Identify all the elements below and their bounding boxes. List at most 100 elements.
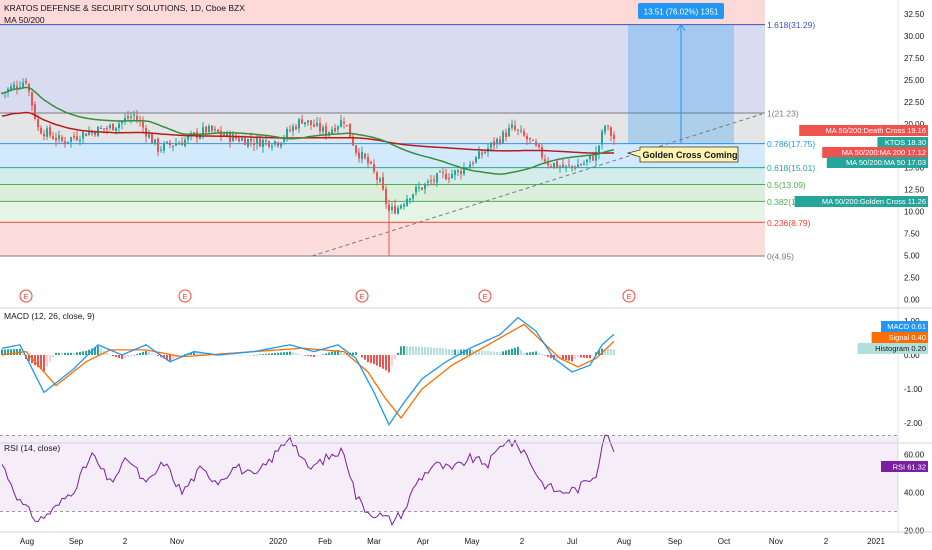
- histogram-bar: [247, 355, 249, 356]
- candle: [271, 146, 273, 148]
- candle: [244, 138, 246, 145]
- candle: [94, 131, 96, 136]
- histogram-bar: [118, 355, 120, 359]
- ma50-line: [1, 86, 615, 175]
- histogram-bar: [37, 355, 39, 368]
- histogram-bar: [238, 355, 240, 356]
- histogram-bar: [586, 355, 588, 358]
- rsi-title: RSI (14, close): [4, 443, 60, 453]
- histogram-bar: [223, 355, 225, 356]
- price-tick: 5.00: [904, 252, 920, 261]
- price-label-bg: [822, 147, 928, 158]
- histogram-bar: [481, 350, 483, 355]
- histogram-bar: [148, 352, 150, 355]
- histogram-bar: [427, 347, 429, 355]
- histogram-bar: [88, 349, 90, 355]
- candle: [22, 82, 24, 87]
- candle: [592, 156, 594, 161]
- candle: [289, 129, 291, 131]
- candle: [19, 87, 21, 89]
- candle: [316, 122, 318, 126]
- price-label: MA 50/200:MA 200 17.12: [842, 148, 926, 157]
- candle: [604, 125, 606, 133]
- histogram-bar: [478, 350, 480, 355]
- fib-band: [0, 222, 765, 257]
- candle: [148, 134, 150, 138]
- price-label-bg: [794, 196, 928, 207]
- candle: [448, 178, 450, 180]
- candle: [529, 137, 531, 139]
- candle: [34, 104, 36, 119]
- candle: [100, 127, 102, 129]
- candle: [241, 138, 243, 141]
- histogram-bar: [535, 351, 537, 355]
- rsi-axis: 60.00 40.00 20.00: [904, 451, 925, 536]
- histogram-bar: [244, 355, 246, 356]
- candle: [268, 141, 270, 147]
- candle: [382, 177, 384, 190]
- candle: [349, 123, 351, 137]
- histogram-bar: [166, 355, 168, 360]
- histogram-bar: [361, 355, 363, 358]
- candle: [178, 143, 180, 145]
- histogram-bar: [199, 352, 201, 355]
- histogram-bar: [544, 355, 546, 356]
- candle: [73, 135, 75, 138]
- candle: [55, 137, 57, 141]
- time-tick: Oct: [718, 537, 731, 546]
- candle: [466, 167, 468, 169]
- candle: [208, 125, 210, 132]
- histogram-bar: [136, 353, 138, 355]
- fib-label: 0.236(8.79): [767, 218, 811, 228]
- candle: [427, 181, 429, 183]
- histogram-bar: [580, 355, 582, 358]
- candle: [361, 152, 363, 160]
- earnings-marker-label: E: [626, 292, 631, 301]
- histogram-bar: [274, 353, 276, 355]
- candle: [199, 135, 201, 139]
- candle: [475, 157, 477, 163]
- candle: [127, 116, 129, 119]
- candle: [211, 125, 213, 132]
- histogram-bar: [184, 354, 186, 355]
- candle: [319, 123, 321, 132]
- macd-label-bg: [857, 343, 928, 354]
- candle: [589, 155, 591, 160]
- candle: [322, 127, 324, 132]
- candle: [385, 188, 387, 204]
- histogram-bar: [124, 355, 126, 359]
- candle: [550, 166, 552, 168]
- histogram-bar: [508, 349, 510, 355]
- fib-label: 1.618(31.29): [767, 20, 815, 30]
- candle: [418, 187, 420, 189]
- histogram-bar: [58, 352, 60, 355]
- fib-label: 0.382(11.17): [767, 197, 815, 207]
- price-tick: 15.00: [904, 164, 925, 173]
- candle: [106, 128, 108, 130]
- candle: [103, 128, 105, 130]
- histogram-bar: [538, 352, 540, 355]
- candle: [280, 142, 282, 147]
- histogram-bar: [337, 349, 339, 355]
- histogram-bar: [85, 350, 87, 355]
- histogram-bar: [301, 355, 303, 356]
- candle: [136, 116, 138, 120]
- candle: [292, 126, 294, 131]
- histogram-bar: [49, 355, 51, 363]
- candle: [256, 137, 258, 144]
- histogram-bar: [190, 352, 192, 355]
- candle: [439, 171, 441, 173]
- candle: [10, 86, 12, 91]
- histogram-bar: [433, 347, 435, 355]
- histogram-bar: [322, 354, 324, 355]
- histogram-bar: [376, 355, 378, 366]
- candle: [409, 198, 411, 201]
- time-tick: Nov: [170, 537, 184, 546]
- rsi-pane: RSI (14, close): [0, 434, 898, 527]
- histogram-bar: [469, 349, 471, 355]
- histogram-bar: [607, 348, 609, 355]
- candle: [265, 140, 267, 142]
- candle: [352, 136, 354, 146]
- histogram-bar: [352, 352, 354, 355]
- histogram-bar: [511, 348, 513, 355]
